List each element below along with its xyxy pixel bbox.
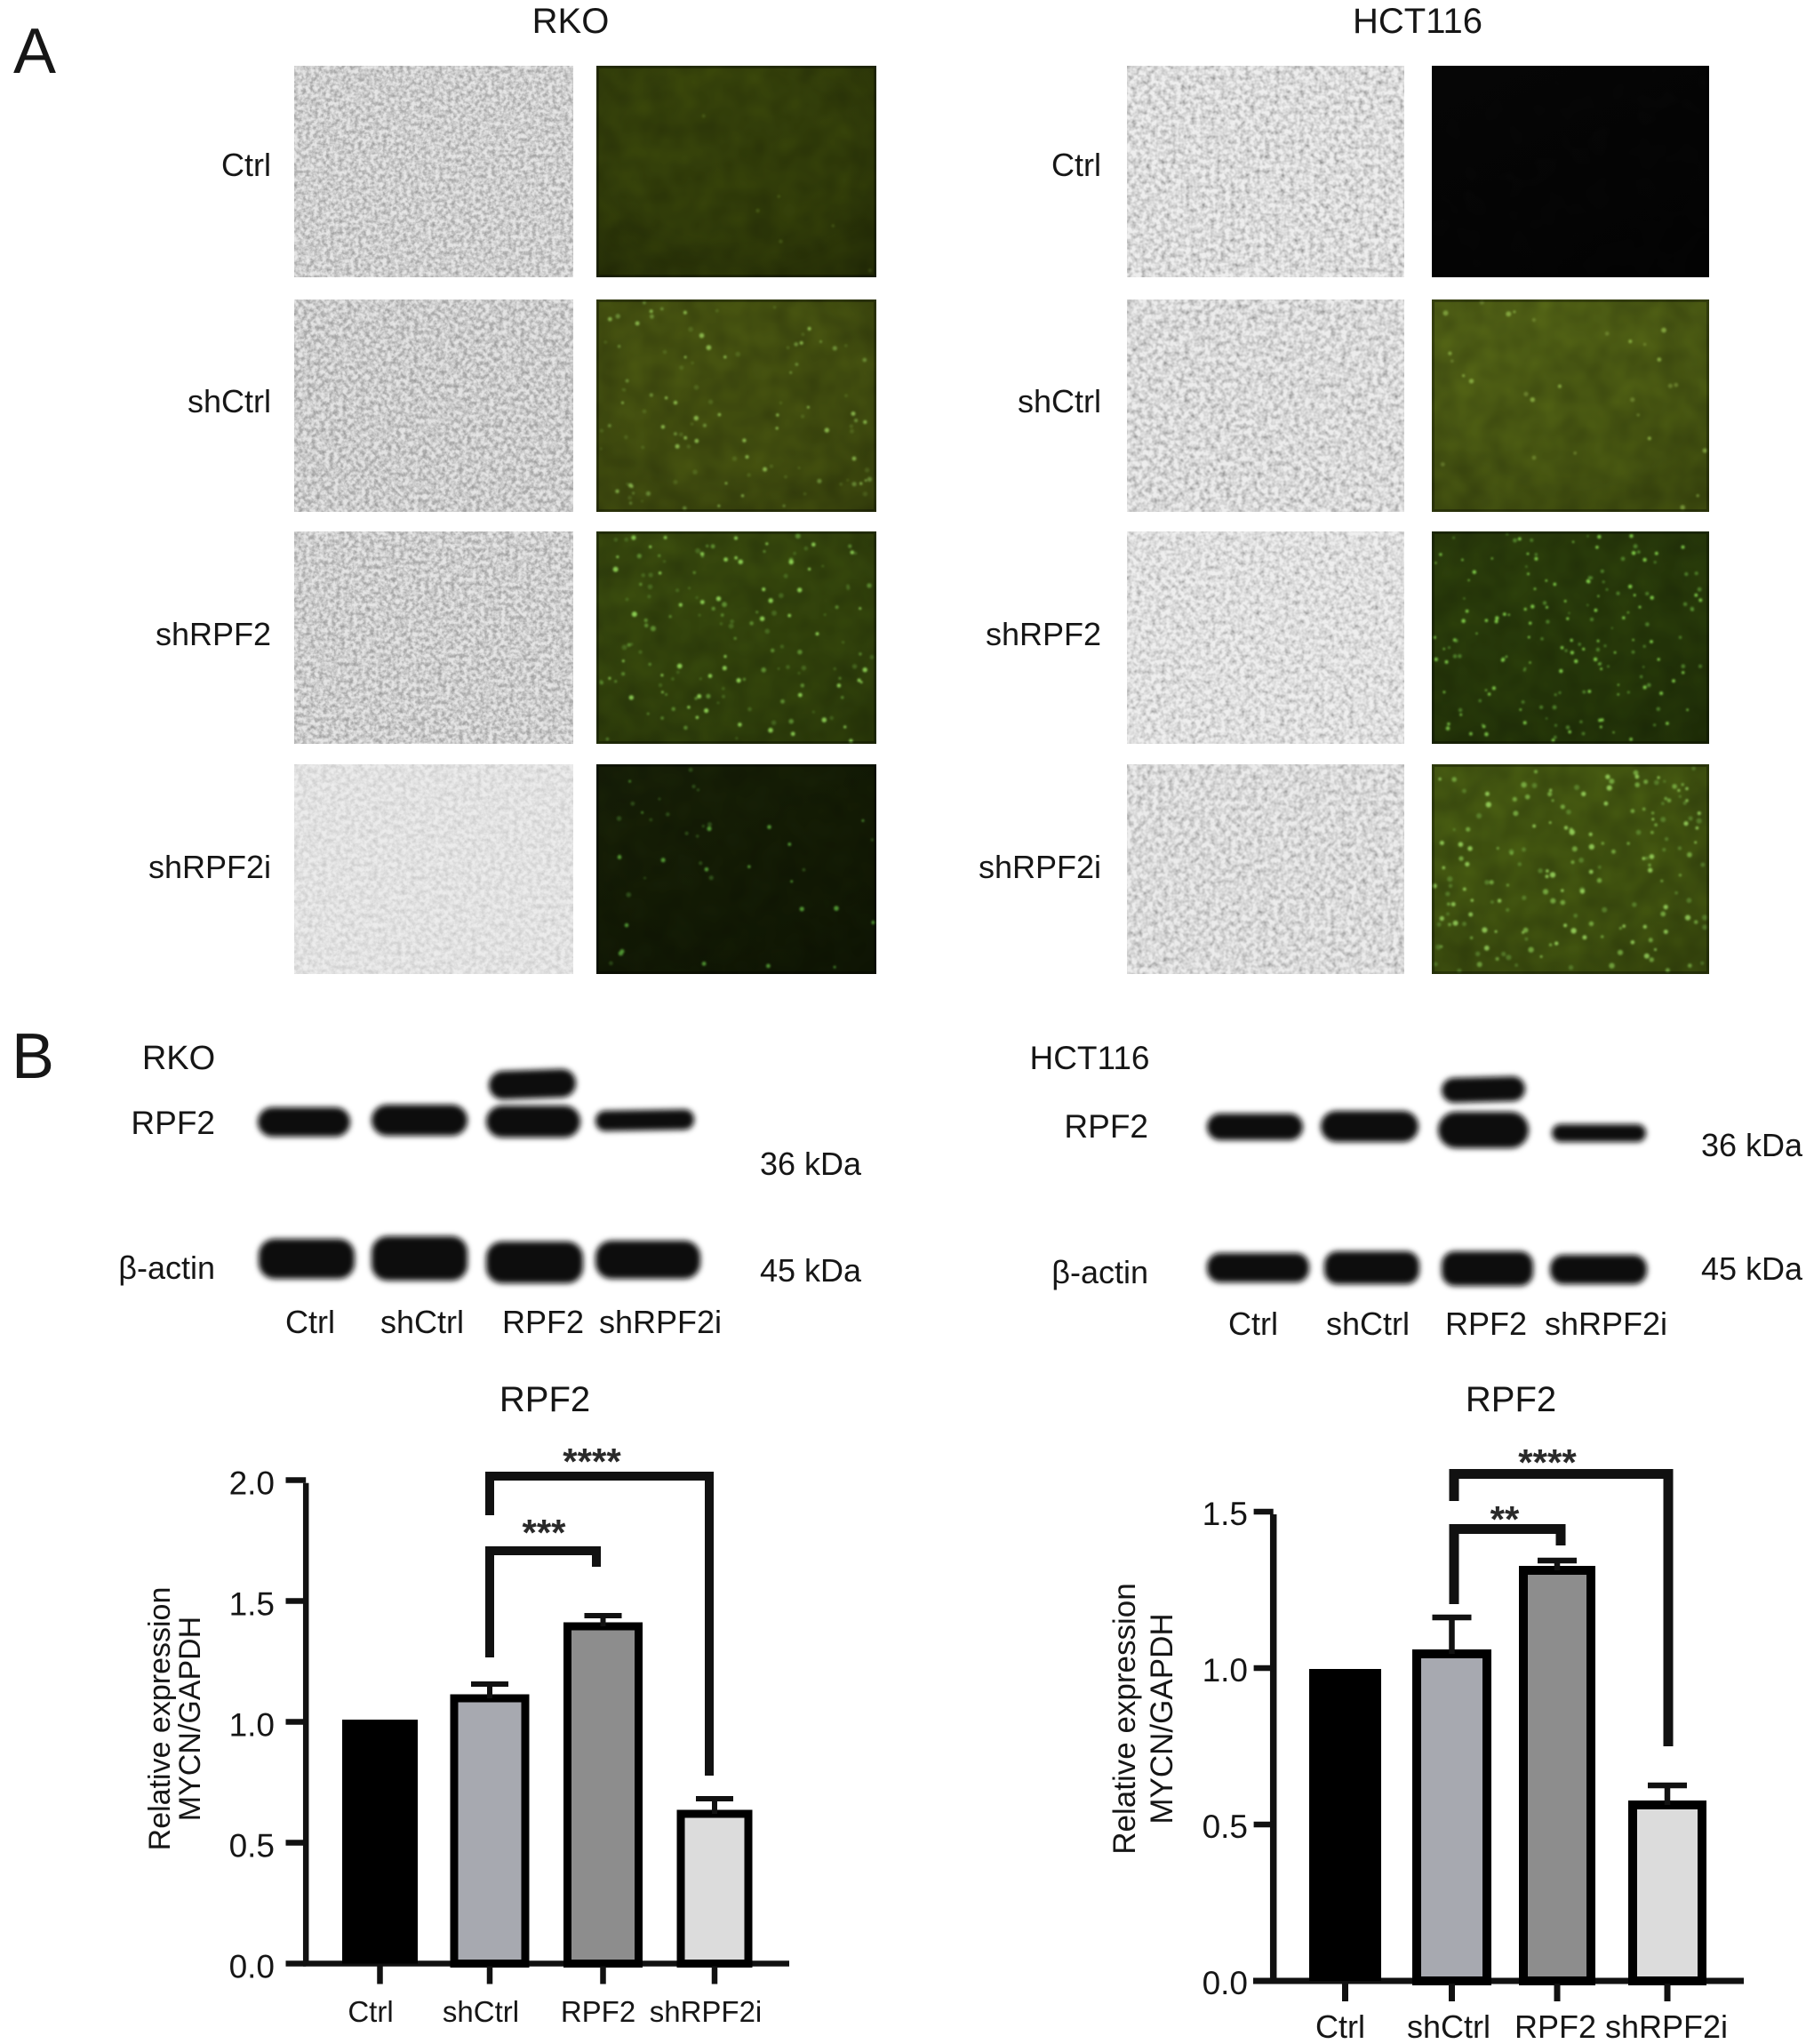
svg-text:0.0: 0.0 — [229, 1949, 275, 1985]
svg-text:Ctrl: Ctrl — [1315, 2008, 1365, 2044]
svg-text:MYCN/GAPDH: MYCN/GAPDH — [1145, 1613, 1179, 1824]
svg-text:Relative expression: Relative expression — [1107, 1583, 1142, 1854]
svg-text:RPF2: RPF2 — [1466, 1380, 1556, 1419]
svg-text:0.5: 0.5 — [1203, 1808, 1248, 1845]
svg-text:****: **** — [1518, 1441, 1577, 1483]
svg-text:2.0: 2.0 — [229, 1465, 275, 1502]
svg-text:1.5: 1.5 — [1203, 1496, 1248, 1532]
svg-text:shCtrl: shCtrl — [1407, 2008, 1490, 2044]
svg-text:1.0: 1.0 — [229, 1707, 275, 1744]
svg-text:1.5: 1.5 — [229, 1586, 275, 1623]
svg-text:MYCN/GAPDH: MYCN/GAPDH — [173, 1617, 207, 1821]
svg-text:shRPF2i: shRPF2i — [1605, 2008, 1728, 2044]
svg-text:shCtrl: shCtrl — [443, 1995, 519, 2028]
svg-text:Ctrl: Ctrl — [348, 1995, 393, 2028]
svg-text:***: *** — [522, 1512, 566, 1553]
svg-text:shRPF2i: shRPF2i — [650, 1995, 763, 2028]
svg-text:0.0: 0.0 — [1203, 1965, 1248, 2001]
svg-text:0.5: 0.5 — [229, 1828, 275, 1864]
svg-text:RPF2: RPF2 — [561, 1995, 635, 2028]
svg-text:Relative expression: Relative expression — [143, 1587, 177, 1851]
svg-text:1.0: 1.0 — [1203, 1652, 1248, 1689]
svg-text:**: ** — [1490, 1498, 1520, 1540]
svg-text:****: **** — [563, 1441, 621, 1482]
svg-text:RPF2: RPF2 — [1514, 2008, 1596, 2044]
svg-text:RPF2: RPF2 — [499, 1380, 590, 1419]
